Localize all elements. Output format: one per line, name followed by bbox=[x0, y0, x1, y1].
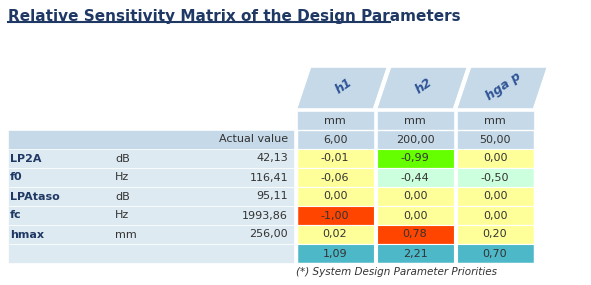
Bar bbox=[297, 206, 374, 225]
Bar bbox=[376, 206, 453, 225]
Text: 0,02: 0,02 bbox=[323, 229, 348, 239]
Text: LPAtaso: LPAtaso bbox=[10, 192, 60, 201]
Text: 1993,86: 1993,86 bbox=[242, 211, 288, 221]
Text: hmax: hmax bbox=[10, 229, 44, 239]
Text: h1: h1 bbox=[333, 76, 355, 96]
Text: LP2A: LP2A bbox=[10, 154, 41, 164]
Text: 42,13: 42,13 bbox=[256, 154, 288, 164]
Bar bbox=[376, 130, 453, 149]
Text: Hz: Hz bbox=[115, 172, 129, 182]
Bar bbox=[376, 111, 453, 130]
Bar bbox=[297, 225, 374, 244]
Text: h2: h2 bbox=[413, 76, 435, 96]
Bar bbox=[297, 187, 374, 206]
Text: dB: dB bbox=[115, 192, 130, 201]
Text: 0,78: 0,78 bbox=[402, 229, 427, 239]
Text: 0,00: 0,00 bbox=[402, 211, 427, 221]
Text: dB: dB bbox=[115, 154, 130, 164]
Text: mm: mm bbox=[324, 115, 346, 125]
Text: -0,99: -0,99 bbox=[401, 154, 430, 164]
Text: f0: f0 bbox=[10, 172, 22, 182]
Text: hga p: hga p bbox=[484, 69, 524, 103]
Bar bbox=[376, 225, 453, 244]
Text: 0,20: 0,20 bbox=[483, 229, 507, 239]
Text: 200,00: 200,00 bbox=[396, 135, 434, 144]
Bar bbox=[297, 111, 374, 130]
Bar bbox=[8, 225, 294, 244]
Bar bbox=[297, 168, 374, 187]
Text: -0,44: -0,44 bbox=[401, 172, 430, 182]
Text: 256,00: 256,00 bbox=[249, 229, 288, 239]
Text: 6,00: 6,00 bbox=[323, 135, 348, 144]
Text: -1,00: -1,00 bbox=[321, 211, 349, 221]
Bar bbox=[8, 168, 294, 187]
Text: -0,01: -0,01 bbox=[321, 154, 349, 164]
Text: (*) System Design Parameter Priorities: (*) System Design Parameter Priorities bbox=[297, 267, 498, 277]
Bar bbox=[456, 206, 534, 225]
Bar bbox=[376, 149, 453, 168]
Bar bbox=[456, 225, 534, 244]
Text: mm: mm bbox=[404, 115, 426, 125]
Bar bbox=[297, 244, 374, 263]
Text: -0,50: -0,50 bbox=[480, 172, 509, 182]
Bar bbox=[456, 130, 534, 149]
Text: 2,21: 2,21 bbox=[402, 249, 427, 258]
Polygon shape bbox=[376, 67, 467, 109]
Text: 0,70: 0,70 bbox=[483, 249, 507, 258]
Text: 116,41: 116,41 bbox=[249, 172, 288, 182]
Text: mm: mm bbox=[484, 115, 506, 125]
Bar bbox=[8, 244, 294, 263]
Bar bbox=[456, 187, 534, 206]
Bar bbox=[8, 111, 294, 130]
Bar bbox=[8, 149, 294, 168]
Text: Relative Sensitivity Matrix of the Design Parameters: Relative Sensitivity Matrix of the Desig… bbox=[8, 9, 460, 24]
Bar bbox=[297, 130, 374, 149]
Text: 50,00: 50,00 bbox=[479, 135, 511, 144]
Text: Actual value: Actual value bbox=[219, 135, 288, 144]
Text: fc: fc bbox=[10, 211, 22, 221]
Bar bbox=[297, 149, 374, 168]
Bar bbox=[376, 187, 453, 206]
Polygon shape bbox=[456, 67, 547, 109]
Bar bbox=[376, 244, 453, 263]
Bar bbox=[456, 149, 534, 168]
Bar bbox=[8, 187, 294, 206]
Text: 0,00: 0,00 bbox=[483, 154, 507, 164]
Text: Hz: Hz bbox=[115, 211, 129, 221]
Text: 0,00: 0,00 bbox=[402, 192, 427, 201]
Bar bbox=[8, 206, 294, 225]
Bar bbox=[297, 130, 534, 263]
Text: 0,00: 0,00 bbox=[483, 192, 507, 201]
Text: 95,11: 95,11 bbox=[256, 192, 288, 201]
Bar bbox=[456, 168, 534, 187]
Text: mm: mm bbox=[115, 229, 137, 239]
Bar bbox=[376, 168, 453, 187]
Bar bbox=[456, 244, 534, 263]
Text: -0,06: -0,06 bbox=[321, 172, 349, 182]
Text: 0,00: 0,00 bbox=[483, 211, 507, 221]
Bar bbox=[8, 130, 294, 149]
Text: 1,09: 1,09 bbox=[323, 249, 348, 258]
Text: 0,00: 0,00 bbox=[323, 192, 348, 201]
Polygon shape bbox=[297, 67, 388, 109]
Bar bbox=[456, 111, 534, 130]
